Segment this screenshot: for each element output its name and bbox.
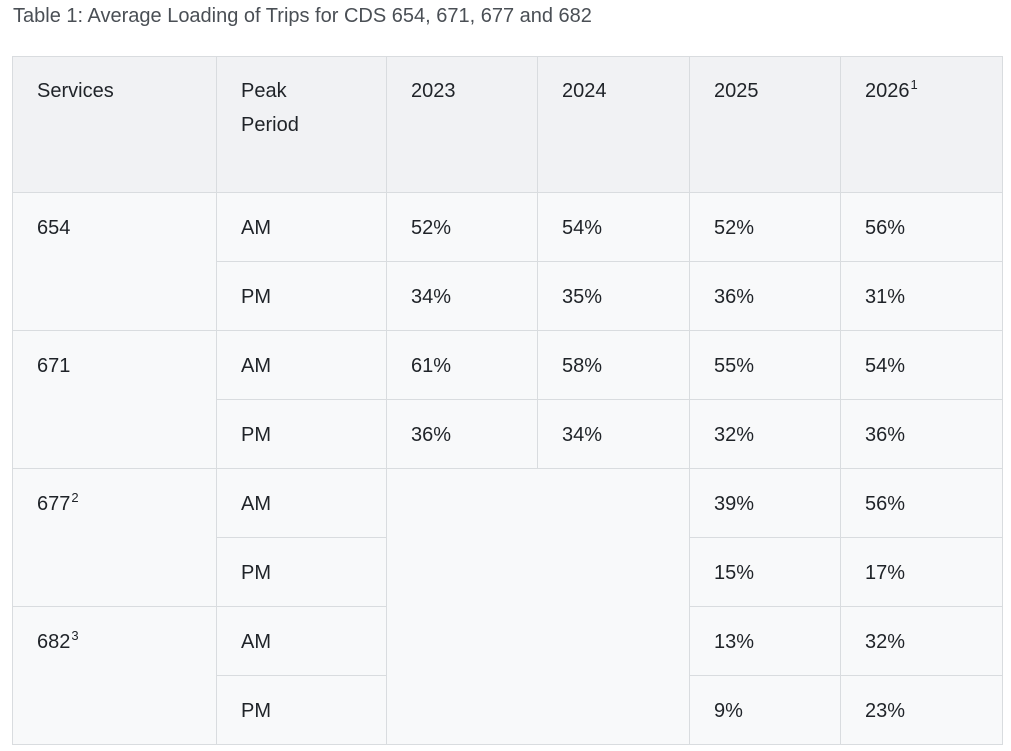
header-peak-period: Peak Period <box>216 56 387 193</box>
header-services: Services <box>12 56 217 193</box>
loading-table: Services Peak Period 2023 2024 2025 2026… <box>12 56 1003 745</box>
value-cell: 52% <box>386 192 538 262</box>
value-cell: 36% <box>689 261 841 331</box>
table-row: 6823 AM 13% 32% <box>12 606 1003 745</box>
service-cell: 671 <box>12 330 217 469</box>
value-cell: 52% <box>689 192 841 262</box>
header-2024: 2024 <box>537 56 690 193</box>
period-cell: AM <box>216 192 387 262</box>
value-cell: 32% <box>840 606 1003 676</box>
header-2025: 2025 <box>689 56 841 193</box>
value-cell: 32% <box>689 399 841 469</box>
value-cell: 36% <box>386 399 538 469</box>
value-cell: 39% <box>689 468 841 538</box>
table-row: 6772 AM 39% 56% <box>12 468 1003 745</box>
empty-merged-cell <box>386 468 690 745</box>
table-row: 671 AM 61% 58% 55% 54% <box>12 330 1003 469</box>
service-cell: 6823 <box>12 606 217 745</box>
value-cell: 9% <box>689 675 841 745</box>
period-cell: AM <box>216 468 387 538</box>
value-cell: 13% <box>689 606 841 676</box>
value-cell: 17% <box>840 537 1003 607</box>
header-row: Services Peak Period 2023 2024 2025 2026… <box>12 56 1003 193</box>
table-row: PM 9% 23% <box>13 675 1003 745</box>
value-cell: 56% <box>840 192 1003 262</box>
value-cell: 31% <box>840 261 1003 331</box>
period-cell: PM <box>216 675 387 745</box>
table-row: PM 15% 17% <box>13 537 1003 607</box>
value-cell: 61% <box>386 330 538 400</box>
period-cell: AM <box>216 606 387 676</box>
period-cell: AM <box>216 330 387 400</box>
value-cell: 58% <box>537 330 690 400</box>
value-cell: 34% <box>386 261 538 331</box>
value-cell: 56% <box>840 468 1003 538</box>
period-cell: PM <box>216 537 387 607</box>
period-cell: PM <box>216 261 387 331</box>
value-cell: 54% <box>537 192 690 262</box>
table-row: PM 34% 35% 36% 31% <box>13 261 1003 331</box>
value-cell: 34% <box>537 399 690 469</box>
value-cell: 54% <box>840 330 1003 400</box>
value-cell: 35% <box>537 261 690 331</box>
value-cell: 55% <box>689 330 841 400</box>
value-cell: 15% <box>689 537 841 607</box>
table-caption: Table 1: Average Loading of Trips for CD… <box>13 5 592 27</box>
table-row: PM 36% 34% 32% 36% <box>13 399 1003 469</box>
period-cell: PM <box>216 399 387 469</box>
service-cell: 6772 <box>12 468 217 607</box>
header-2023: 2023 <box>386 56 538 193</box>
header-2026: 20261 <box>840 56 1003 193</box>
table-row: 654 AM 52% 54% 52% 56% <box>12 192 1003 331</box>
service-cell: 654 <box>12 192 217 331</box>
value-cell: 36% <box>840 399 1003 469</box>
value-cell: 23% <box>840 675 1003 745</box>
